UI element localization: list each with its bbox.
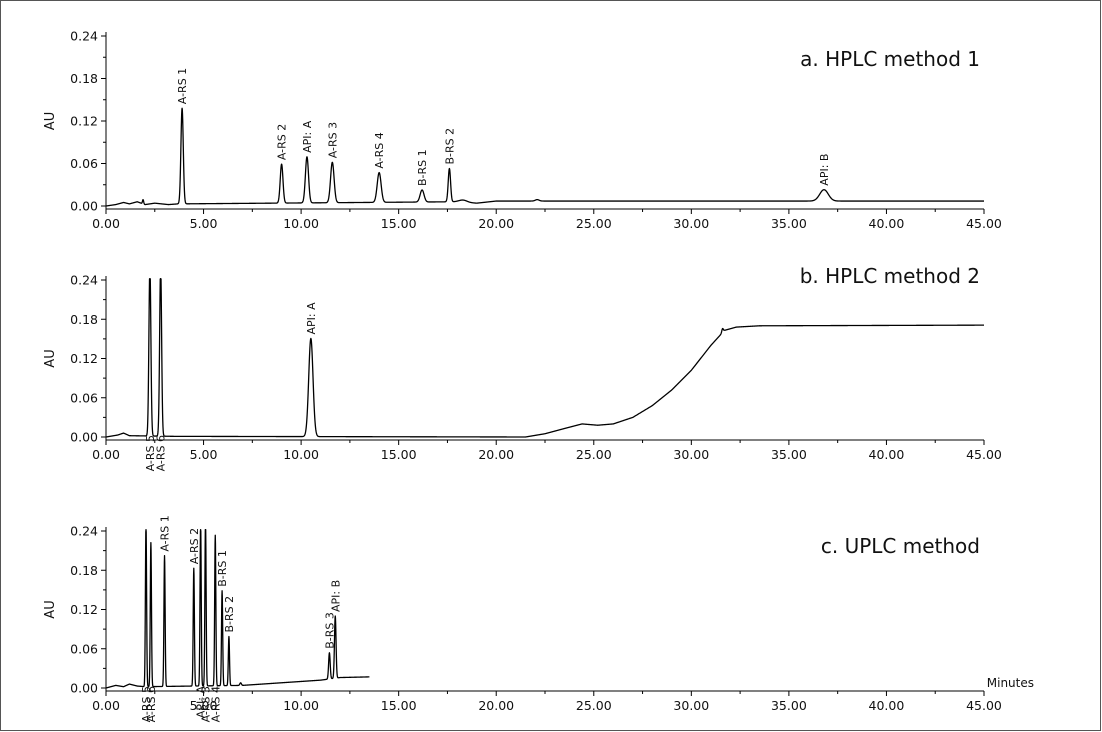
x-tick-label: 40.00 [869, 698, 905, 713]
peak-label: A-RS 5 [144, 435, 157, 471]
x-tick-label: 10.00 [283, 216, 319, 231]
x-tick-label: 10.00 [283, 447, 319, 462]
y-axis-label: AU [43, 600, 58, 618]
peak-label: A-RS 5 [140, 686, 153, 722]
y-tick-label: 0.18 [70, 312, 98, 327]
x-tick-label: 35.00 [771, 447, 807, 462]
x-tick-label: 5.00 [190, 216, 218, 231]
x-tick-label: 0.00 [92, 447, 120, 462]
x-axis-label: Minutes [987, 676, 1034, 690]
y-tick-label: 0.12 [70, 602, 98, 617]
peak-label: API: A [195, 686, 208, 719]
x-tick-label: 5.00 [190, 698, 218, 713]
x-tick-label: 30.00 [673, 216, 709, 231]
panel-1: 0.00 5.00 10.00 15.00 20.00 25.00 30.00 35.00 40… [43, 29, 1002, 232]
x-tick-label: 45.00 [966, 216, 1002, 231]
peak-label: B-RS 2 [443, 128, 456, 165]
x-tick-label: 20.00 [478, 447, 514, 462]
x-tick-label: 45.00 [966, 447, 1002, 462]
x-tick-label: 20.00 [478, 216, 514, 231]
chart-title: c. UPLC method [821, 534, 980, 558]
y-tick-label: 0.06 [70, 641, 98, 656]
x-tick-label: 0.00 [92, 216, 120, 231]
peak-label: A-RS 4 [373, 132, 386, 168]
panel-2: 0.00 5.00 10.00 15.00 20.00 25.00 30.00 35.00 40… [43, 264, 1002, 471]
x-tick-label: 25.00 [576, 216, 612, 231]
y-tick-label: 0.18 [70, 563, 98, 578]
peak-label: A-RS 6 [155, 435, 168, 471]
y-tick-label: 0.06 [70, 156, 98, 171]
peak-label: B-RS 1 [416, 149, 429, 186]
x-tick-label: 10.00 [283, 698, 319, 713]
peak-label: A-RS 3 [200, 686, 213, 722]
peak-label: A-RS 2 [276, 124, 289, 160]
x-tick-label: 15.00 [381, 447, 417, 462]
y-tick-label: 0.12 [70, 114, 98, 129]
x-tick-label: 5.00 [190, 447, 218, 462]
x-tick-label: 15.00 [381, 216, 417, 231]
x-tick-label: 40.00 [869, 216, 905, 231]
chart-title: a. HPLC method 1 [800, 47, 980, 71]
x-tick-label: 35.00 [771, 216, 807, 231]
x-tick-label: 35.00 [771, 698, 807, 713]
peak-label: A-RS 6 [145, 686, 158, 722]
peak-label: API: A [301, 120, 314, 153]
peak-label: B-RS 1 [216, 550, 229, 587]
peak-label: A-RS 3 [326, 122, 339, 158]
y-tick-label: 0.06 [70, 390, 98, 405]
y-axis-label: AU [43, 349, 58, 367]
y-axis-label: AU [43, 112, 58, 130]
x-tick-label: 30.00 [673, 698, 709, 713]
y-tick-label: 0.24 [70, 29, 98, 44]
chart-title: b. HPLC method 2 [800, 264, 980, 288]
peak-label: API: B [818, 154, 831, 186]
peak-label: A-RS 2 [188, 528, 201, 564]
x-tick-label: 25.00 [576, 698, 612, 713]
peak-label: A-RS 4 [209, 686, 222, 722]
x-tick-label: 15.00 [381, 698, 417, 713]
chromatogram-trace [106, 529, 370, 689]
peak-label: B-RS 3 [323, 612, 336, 649]
x-tick-label: 0.00 [92, 698, 120, 713]
peak-label: API: B [329, 580, 342, 612]
y-tick-label: 0.00 [70, 430, 98, 445]
peak-label: A-RS 1 [159, 515, 172, 551]
x-tick-label: 30.00 [673, 447, 709, 462]
y-tick-label: 0.24 [70, 524, 98, 539]
y-tick-label: 0.00 [70, 681, 98, 696]
y-tick-label: 0.00 [70, 199, 98, 214]
x-tick-label: 25.00 [576, 447, 612, 462]
chromatogram-trace [106, 107, 984, 207]
peak-label: API: A [305, 302, 318, 335]
peak-label: B-RS 2 [223, 596, 236, 633]
peak-label: A-RS 1 [176, 68, 189, 104]
x-tick-label: 20.00 [478, 698, 514, 713]
y-tick-label: 0.18 [70, 71, 98, 86]
chromatogram-trace [106, 278, 984, 438]
y-tick-label: 0.12 [70, 351, 98, 366]
x-tick-label: 40.00 [869, 447, 905, 462]
x-tick-label: 45.00 [966, 698, 1002, 713]
y-tick-label: 0.24 [70, 273, 98, 288]
panel-3: 0.00 5.00 10.00 15.00 20.00 25.00 30.00 35.00 40… [43, 515, 1034, 722]
